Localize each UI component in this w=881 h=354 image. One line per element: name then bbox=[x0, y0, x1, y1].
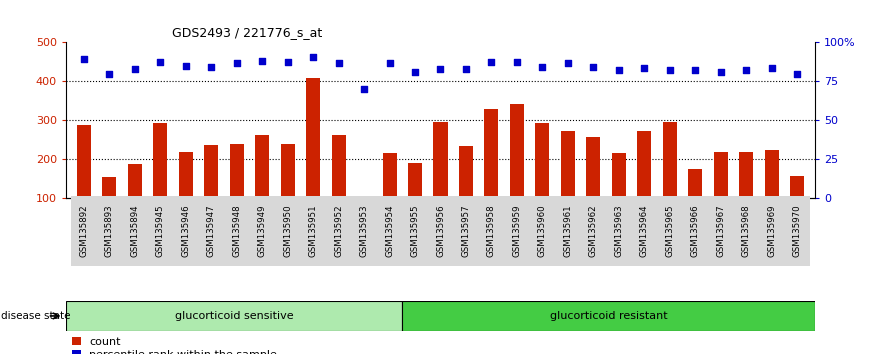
Point bbox=[408, 69, 422, 75]
Point bbox=[382, 60, 396, 65]
Text: glucorticoid sensitive: glucorticoid sensitive bbox=[174, 311, 293, 321]
Point bbox=[204, 64, 218, 70]
Text: GSM135963: GSM135963 bbox=[614, 205, 623, 257]
Point bbox=[485, 59, 499, 65]
Point bbox=[637, 65, 651, 71]
Text: GSM135950: GSM135950 bbox=[283, 205, 292, 257]
Bar bbox=[128, 164, 142, 237]
Bar bbox=[179, 152, 193, 237]
Text: GSM135953: GSM135953 bbox=[359, 205, 368, 257]
Bar bbox=[255, 135, 270, 237]
Bar bbox=[536, 124, 550, 237]
Text: GSM135960: GSM135960 bbox=[538, 205, 547, 257]
Bar bbox=[77, 125, 91, 237]
Point bbox=[714, 69, 728, 75]
Point bbox=[586, 64, 600, 69]
Text: GSM135892: GSM135892 bbox=[79, 205, 88, 257]
Text: GSM135954: GSM135954 bbox=[385, 205, 394, 257]
Text: GSM135947: GSM135947 bbox=[207, 205, 216, 257]
Bar bbox=[230, 144, 244, 237]
Point bbox=[433, 66, 448, 72]
Point bbox=[179, 63, 193, 69]
Text: GSM135964: GSM135964 bbox=[640, 205, 648, 257]
Text: GSM135952: GSM135952 bbox=[334, 205, 343, 257]
Point bbox=[611, 67, 626, 73]
Bar bbox=[688, 169, 702, 237]
Point bbox=[255, 58, 270, 64]
Text: GSM135969: GSM135969 bbox=[767, 205, 776, 257]
Text: GSM135893: GSM135893 bbox=[105, 205, 114, 257]
Bar bbox=[357, 195, 371, 237]
Bar bbox=[403, 301, 815, 331]
Bar bbox=[102, 177, 116, 237]
Bar bbox=[663, 122, 677, 237]
Bar bbox=[765, 149, 779, 237]
Bar bbox=[714, 152, 728, 237]
Text: GSM135958: GSM135958 bbox=[487, 205, 496, 257]
Bar bbox=[739, 152, 753, 237]
Text: GSM135956: GSM135956 bbox=[436, 205, 445, 257]
Bar bbox=[790, 176, 804, 237]
Point bbox=[510, 59, 524, 65]
Text: GSM135951: GSM135951 bbox=[308, 205, 318, 257]
Text: GSM135967: GSM135967 bbox=[716, 205, 725, 257]
Point bbox=[357, 86, 371, 92]
Point bbox=[790, 72, 804, 77]
Point bbox=[739, 67, 753, 73]
Text: GSM135955: GSM135955 bbox=[411, 205, 419, 257]
Text: disease state: disease state bbox=[1, 311, 70, 321]
Text: GSM135949: GSM135949 bbox=[258, 205, 267, 257]
Bar bbox=[153, 124, 167, 237]
Point bbox=[688, 67, 702, 73]
Bar bbox=[382, 154, 396, 237]
Bar bbox=[66, 301, 403, 331]
Text: glucorticoid resistant: glucorticoid resistant bbox=[550, 311, 668, 321]
Text: GSM135970: GSM135970 bbox=[793, 205, 802, 257]
Text: GSM135946: GSM135946 bbox=[181, 205, 190, 257]
Point bbox=[536, 64, 550, 69]
Point bbox=[281, 59, 295, 65]
Bar bbox=[485, 109, 499, 237]
Bar bbox=[331, 135, 345, 237]
Text: GDS2493 / 221776_s_at: GDS2493 / 221776_s_at bbox=[172, 26, 322, 39]
Text: GSM135945: GSM135945 bbox=[156, 205, 165, 257]
Text: GSM135965: GSM135965 bbox=[665, 205, 674, 257]
Point bbox=[102, 72, 116, 77]
Text: GSM135959: GSM135959 bbox=[513, 205, 522, 257]
Point bbox=[306, 55, 320, 60]
Bar bbox=[587, 137, 600, 237]
Point bbox=[77, 56, 91, 62]
Text: GSM135961: GSM135961 bbox=[563, 205, 573, 257]
Bar bbox=[281, 144, 294, 237]
Point bbox=[230, 60, 244, 65]
Legend: count, percentile rank within the sample: count, percentile rank within the sample bbox=[71, 337, 278, 354]
Text: GSM135948: GSM135948 bbox=[233, 205, 241, 257]
Text: GSM135957: GSM135957 bbox=[462, 205, 470, 257]
Bar bbox=[611, 154, 626, 237]
Bar bbox=[561, 131, 575, 237]
Bar bbox=[637, 131, 651, 237]
Bar bbox=[510, 104, 524, 237]
Text: GSM135894: GSM135894 bbox=[130, 205, 139, 257]
Point bbox=[459, 66, 473, 72]
Text: GSM135968: GSM135968 bbox=[742, 205, 751, 257]
Bar bbox=[204, 144, 218, 237]
Bar bbox=[459, 146, 473, 237]
Point bbox=[765, 65, 779, 71]
Point bbox=[153, 59, 167, 65]
Bar bbox=[433, 122, 448, 237]
Bar bbox=[306, 78, 320, 237]
Text: GSM135966: GSM135966 bbox=[691, 205, 700, 257]
Point bbox=[561, 60, 575, 66]
Bar bbox=[408, 163, 422, 237]
Point bbox=[331, 60, 345, 66]
Point bbox=[128, 66, 142, 72]
Point bbox=[663, 67, 677, 73]
Text: GSM135962: GSM135962 bbox=[589, 205, 598, 257]
